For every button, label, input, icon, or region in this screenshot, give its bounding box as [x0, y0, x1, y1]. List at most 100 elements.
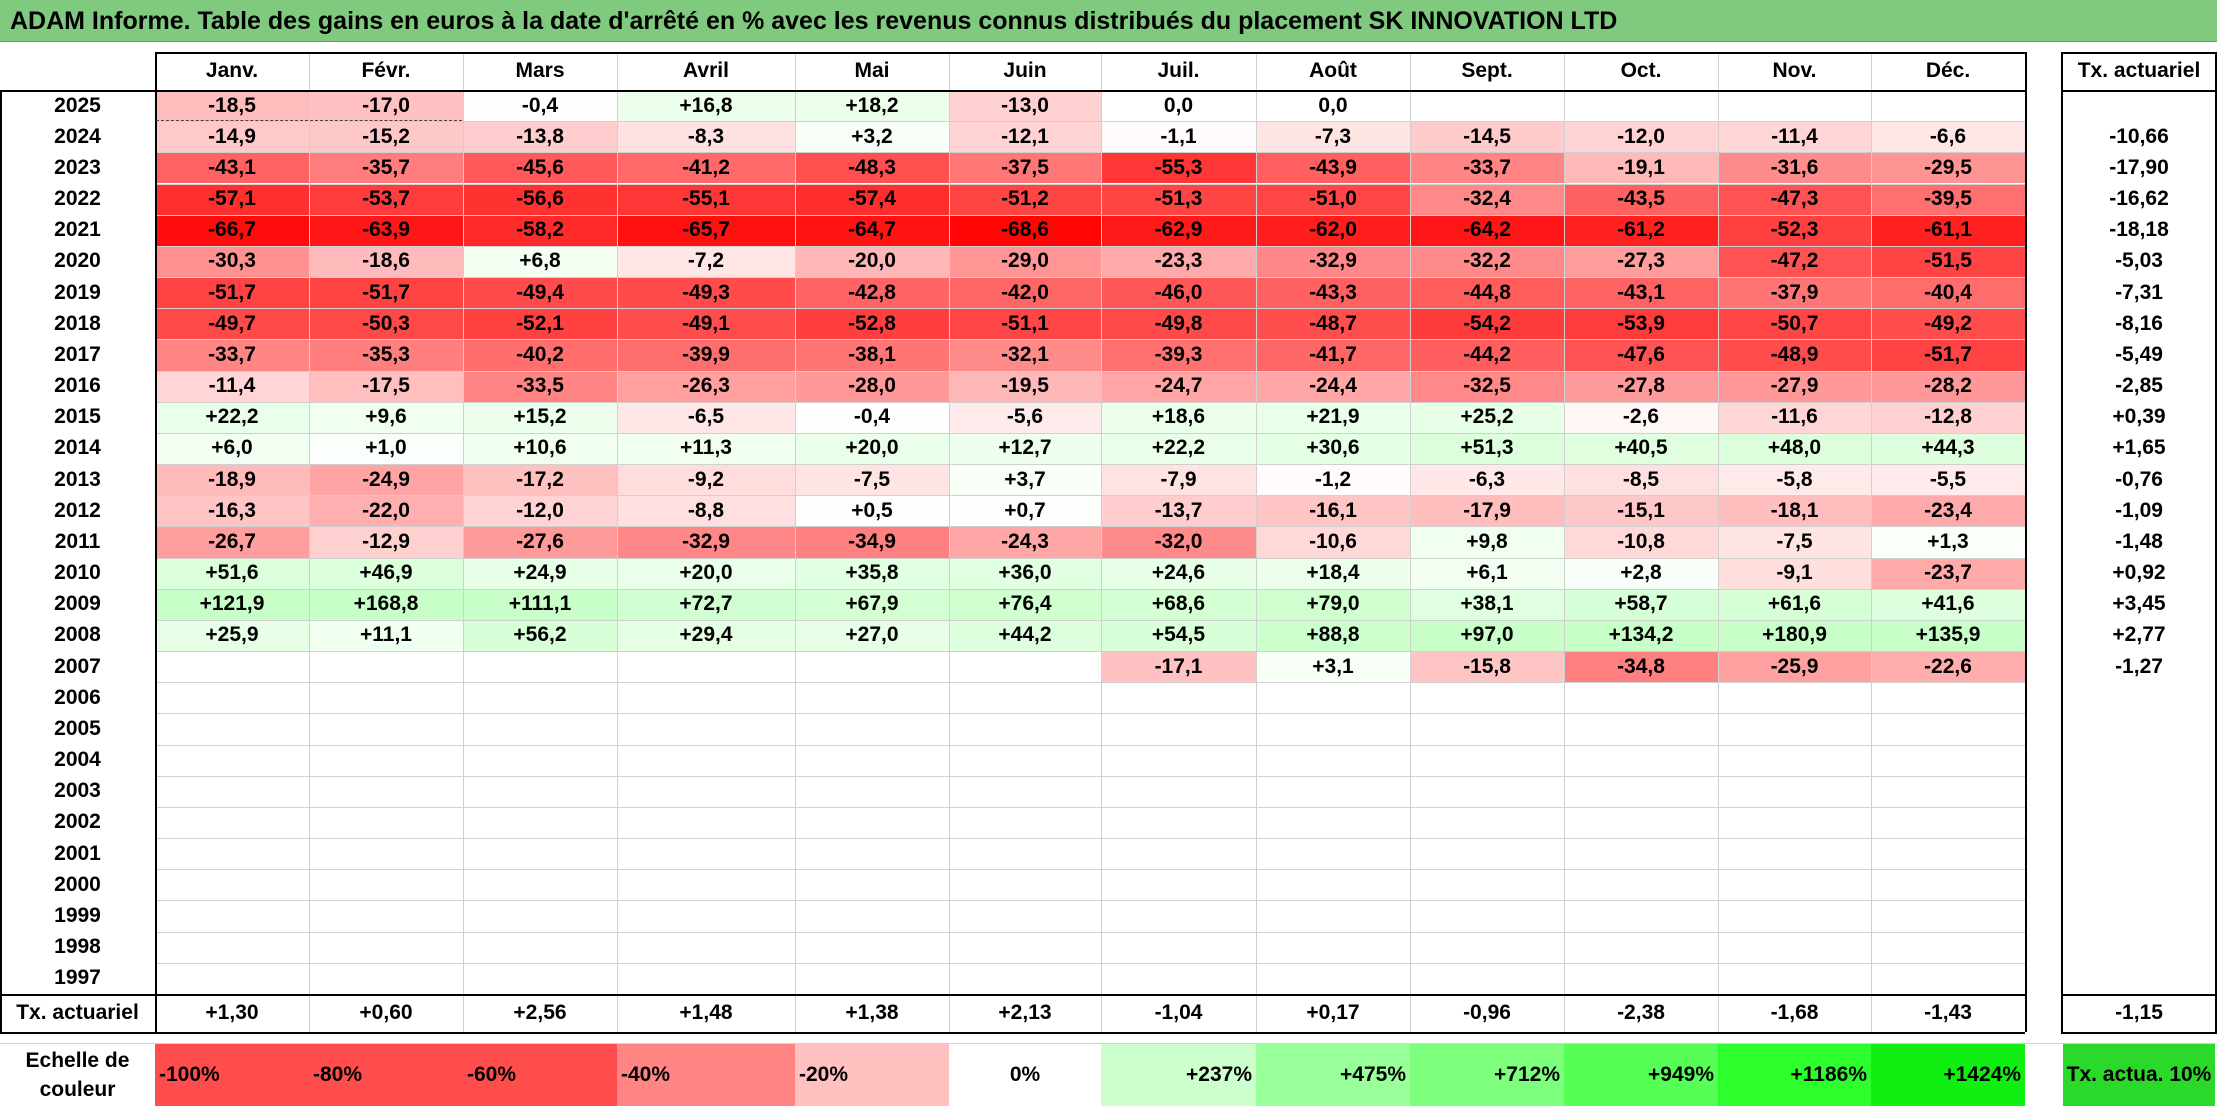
- value-cell: [1718, 838, 1871, 870]
- grid-line: [155, 52, 2025, 54]
- value-cell: +22,2: [155, 401, 309, 433]
- tx-cell: -0,76: [2115, 467, 2163, 491]
- value-cell: [795, 713, 949, 745]
- month-header: Mars: [515, 59, 565, 82]
- value-cell: -18,6: [309, 245, 463, 277]
- value-cell: [1256, 962, 1410, 994]
- value-cell: +9,8: [1410, 526, 1564, 558]
- grid-line: [155, 806, 2025, 808]
- scale-tx: Tx. actua. 10%: [2063, 1043, 2215, 1106]
- value-cell: [617, 931, 795, 963]
- value-cell: +6,1: [1410, 557, 1564, 589]
- grid-line: [2025, 52, 2027, 1032]
- grid-line: [463, 52, 464, 994]
- grid-line: [309, 52, 310, 994]
- value-cell: [155, 962, 309, 994]
- value-cell: [795, 744, 949, 776]
- year-label: 2023: [54, 155, 101, 179]
- value-cell: +15,2: [463, 401, 617, 433]
- value-cell: [155, 744, 309, 776]
- value-cell: -17,0: [309, 90, 463, 122]
- value-cell: [617, 900, 795, 932]
- value-cell: [309, 651, 463, 683]
- grid-line: [2061, 52, 2063, 1032]
- value-cell: -47,2: [1718, 245, 1871, 277]
- value-cell: -49,4: [463, 277, 617, 309]
- value-cell: +9,6: [309, 401, 463, 433]
- value-cell: [795, 806, 949, 839]
- value-cell: +68,6: [1101, 588, 1256, 620]
- year-label: 2014: [54, 436, 101, 460]
- value-cell: +29,4: [617, 619, 795, 652]
- value-cell: [1718, 775, 1871, 807]
- value-cell: [1410, 962, 1564, 994]
- grid-line: [155, 52, 157, 1032]
- value-cell: -14,9: [155, 121, 309, 153]
- value-cell: [795, 900, 949, 932]
- value-cell: -63,9: [309, 214, 463, 246]
- grid-line: [617, 994, 618, 1032]
- value-cell: -40,4: [1871, 277, 2025, 309]
- value-cell: -6,3: [1410, 464, 1564, 496]
- grid-line: [1101, 994, 1102, 1032]
- year-label: 2011: [54, 529, 101, 553]
- year-label: 2004: [54, 748, 101, 772]
- value-cell: [309, 744, 463, 776]
- value-cell: -49,2: [1871, 308, 2025, 340]
- year-label: 2000: [54, 872, 101, 896]
- value-cell: [155, 775, 309, 807]
- value-cell: -23,4: [1871, 495, 2025, 527]
- value-cell: -64,2: [1410, 214, 1564, 246]
- scale-swatch: -100%: [155, 1043, 309, 1106]
- value-cell: -32,9: [1256, 245, 1410, 277]
- tx-cell: +3,45: [2112, 592, 2166, 616]
- year-label: 2009: [54, 592, 101, 616]
- value-cell: -47,6: [1564, 339, 1718, 371]
- year-label: 1999: [54, 903, 101, 927]
- value-cell: +1,3: [1871, 526, 2025, 558]
- value-cell: -41,2: [617, 152, 795, 184]
- value-cell: +3,1: [1256, 651, 1410, 683]
- tx-cell: +1,65: [2112, 436, 2166, 460]
- tx-cell: [2061, 932, 2217, 963]
- tx-cell: [2061, 682, 2217, 713]
- value-cell: +21,9: [1256, 401, 1410, 433]
- value-cell: -11,6: [1718, 401, 1871, 433]
- tx-cell: -1,27: [2115, 654, 2163, 678]
- grid-line: [155, 245, 2025, 247]
- value-cell: -34,9: [795, 526, 949, 558]
- tx-row-total: -1,15: [2115, 1001, 2163, 1024]
- value-cell: -17,5: [309, 370, 463, 402]
- value-cell: +16,8: [617, 90, 795, 122]
- value-cell: +10,6: [463, 432, 617, 465]
- value-cell: +6,0: [155, 432, 309, 465]
- value-cell: [949, 900, 1101, 932]
- value-cell: [617, 806, 795, 839]
- value-cell: +97,0: [1410, 619, 1564, 652]
- scale-swatch: +1186%: [1718, 1043, 1871, 1106]
- value-cell: -26,3: [617, 370, 795, 402]
- value-cell: -24,3: [949, 526, 1101, 558]
- year-label: 2016: [54, 374, 101, 398]
- value-cell: -52,8: [795, 308, 949, 340]
- value-cell: -52,3: [1718, 214, 1871, 246]
- grid-line: [155, 838, 2025, 840]
- tx-cell: -5,03: [2115, 249, 2163, 273]
- value-cell: [1871, 744, 2025, 776]
- value-cell: [1256, 713, 1410, 745]
- value-cell: [1718, 962, 1871, 994]
- value-cell: [949, 682, 1101, 714]
- scale-swatch: -80%: [309, 1043, 463, 1106]
- value-cell: -12,0: [1564, 121, 1718, 153]
- grid-line: [155, 869, 2025, 871]
- scale-label: Echelle de couleur: [25, 1048, 130, 1101]
- year-label: 2007: [54, 654, 101, 678]
- value-cell: [463, 931, 617, 963]
- year-label: 2018: [54, 311, 101, 335]
- value-cell: +41,6: [1871, 588, 2025, 620]
- grid-line: [1871, 52, 1872, 994]
- grid-line: [2061, 1032, 2217, 1034]
- value-cell: -51,5: [1871, 245, 2025, 277]
- scale-swatch: -40%: [617, 1043, 795, 1106]
- value-cell: +20,0: [617, 557, 795, 589]
